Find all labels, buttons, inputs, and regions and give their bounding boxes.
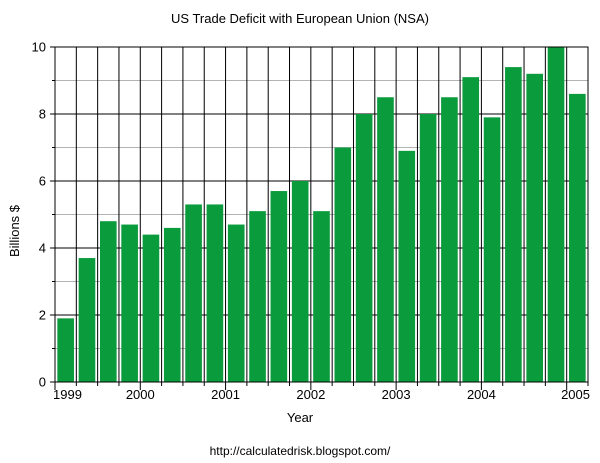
source-url: http://calculatedrisk.blogspot.com/ [210, 444, 391, 458]
x-tick-label: 2005 [561, 387, 590, 402]
bar-1999-q1 [57, 318, 74, 382]
x-tick-label: 2000 [126, 387, 155, 402]
bar-2004-q4 [547, 47, 565, 382]
y-tick-label: 8 [39, 107, 46, 122]
bar-1999-q4 [121, 224, 138, 382]
bar-2005-q1 [569, 93, 586, 383]
bar-1999-q3 [99, 221, 117, 382]
y-axis-label: Billions $ [7, 204, 22, 257]
bar-2001-q1 [227, 224, 245, 382]
bar-2001-q2 [249, 211, 266, 382]
chart-title: US Trade Deficit with European Union (NS… [171, 11, 429, 26]
bar-2000-q3 [185, 204, 202, 382]
axes: 0 2 4 6 8 10 1999 2000 2001 2002 2003 2004 2005 [32, 40, 590, 403]
x-tick-label: 2002 [296, 387, 325, 402]
bar-2004-q3 [526, 73, 544, 383]
y-tick-label: 6 [39, 174, 46, 189]
bar-2000-q1 [142, 234, 160, 382]
bar-2003-q2 [419, 114, 437, 382]
bar-2002-q3 [355, 114, 373, 382]
x-tick-label: 1999 [53, 387, 82, 402]
x-tick-label: 2001 [211, 387, 240, 402]
bar-2001-q3 [270, 191, 288, 382]
bar-2004-q2 [505, 67, 522, 382]
y-tick-label: 2 [39, 308, 46, 323]
bar-2000-q2 [163, 227, 181, 382]
bar-2002-q2 [334, 147, 352, 382]
bar-2003-q3 [441, 97, 458, 382]
bar-2004-q1 [483, 117, 501, 382]
bars [57, 47, 586, 383]
bar-2001-q4 [291, 181, 309, 382]
y-tick-label: 10 [32, 40, 46, 55]
y-tick-label: 4 [39, 241, 46, 256]
bar-2002-q1 [313, 211, 330, 382]
bar-2000-q4 [206, 204, 224, 382]
bar-2003-q4 [462, 77, 480, 383]
x-axis-label: Year [287, 410, 314, 425]
bar-2003-q1 [398, 150, 416, 382]
bar-1999-q2 [78, 258, 96, 382]
x-tick-label: 2004 [467, 387, 496, 402]
x-tick-label: 2003 [382, 387, 411, 402]
y-tick-label: 0 [39, 375, 46, 390]
bar-2002-q4 [377, 97, 394, 382]
